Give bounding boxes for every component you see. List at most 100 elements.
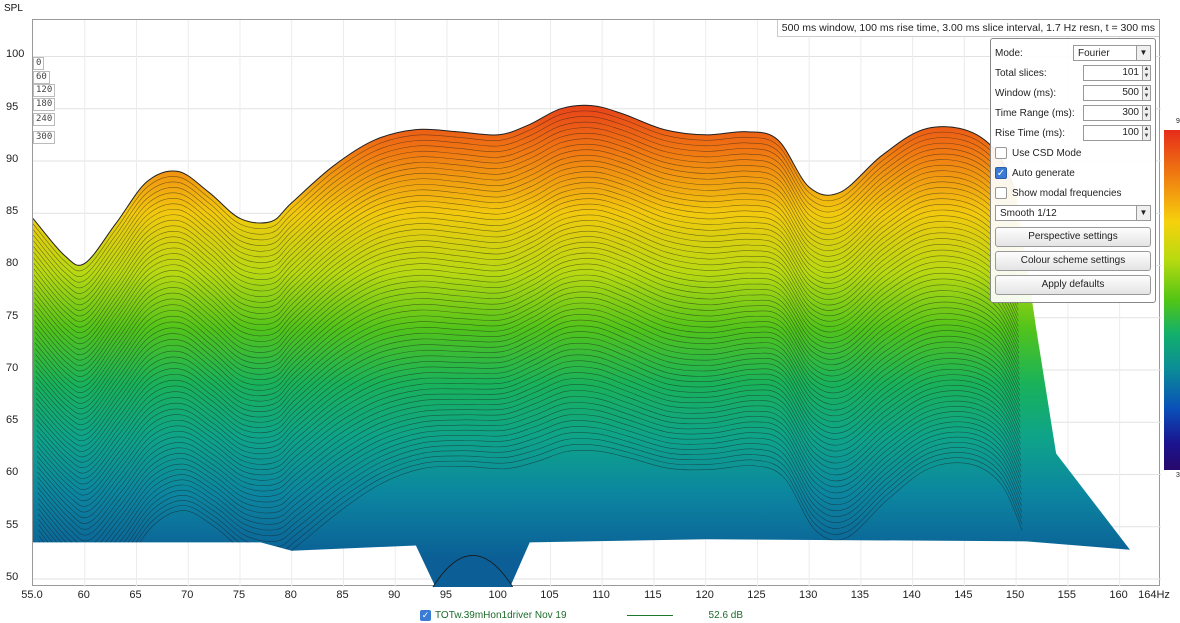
slice-line: [37, 384, 1022, 542]
total-slices-label: Total slices:: [995, 67, 1047, 79]
slice-line: [33, 143, 1018, 306]
slice-line: [36, 342, 1021, 502]
x-tick-label: 70: [181, 589, 194, 601]
slice-line: [33, 149, 1018, 311]
waterfall-surface: [33, 20, 1161, 587]
chevron-down-icon: ▼: [1136, 46, 1150, 60]
slice-line: [37, 390, 1022, 548]
slice-line: [33, 132, 1017, 294]
slice-line: [34, 176, 1018, 339]
slice-line: [38, 438, 1023, 587]
chevron-down-icon: ▼: [1136, 206, 1150, 220]
time-range-stepper[interactable]: ▲ ▼: [1143, 105, 1151, 121]
smoothing-select[interactable]: Smooth 1/12 ▼: [995, 205, 1151, 221]
y-tick-label: 60: [6, 466, 19, 479]
slice-line: [33, 138, 1017, 300]
y-tick-label: 50: [6, 570, 19, 583]
y-tick-label: 95: [6, 100, 19, 113]
rise-time-stepper[interactable]: ▲ ▼: [1143, 125, 1151, 141]
time-range-input[interactable]: 300: [1083, 105, 1143, 121]
x-tick-label: 150: [1005, 589, 1025, 601]
slice-line: [33, 110, 1017, 272]
x-tick-label: 95: [439, 589, 453, 601]
x-tick-label: 125: [747, 589, 766, 601]
slice-line: [38, 426, 1022, 583]
apply-defaults-button[interactable]: Apply defaults: [995, 275, 1151, 295]
legend-series-name: TOTw.39mHon1driver Nov 19: [435, 609, 567, 621]
slice-line: [35, 274, 1020, 436]
slice-line: [35, 230, 1019, 393]
slice-line: [37, 354, 1021, 513]
colour-scale-top: 9: [1176, 118, 1180, 125]
waterfall-plot[interactable]: 500 ms window, 100 ms rise time, 3.00 ms…: [32, 19, 1161, 587]
x-tick-label: 60: [77, 589, 90, 601]
window-stepper[interactable]: ▲ ▼: [1143, 85, 1151, 101]
mode-select[interactable]: Fourier ▼: [1073, 45, 1151, 61]
slice-line: [33, 160, 1018, 322]
x-tick-label: 140: [902, 589, 921, 601]
slice-line: [35, 252, 1020, 415]
window-input[interactable]: 500: [1083, 85, 1143, 101]
slice-line: [36, 297, 1020, 458]
slice-line: [36, 319, 1021, 479]
y-tick-label: 100: [6, 48, 25, 61]
perspective-settings-button[interactable]: Perspective settings: [995, 227, 1151, 247]
slice-line: [34, 225, 1019, 388]
total-slices-input[interactable]: 101: [1083, 65, 1143, 81]
use-csd-checkbox[interactable]: [995, 147, 1007, 159]
slice-line: [33, 171, 1018, 334]
y-tick-label: 75: [6, 309, 19, 322]
slice-line: [37, 372, 1022, 530]
window-label: Window (ms):: [995, 87, 1057, 99]
mode-value: Fourier: [1078, 47, 1110, 59]
x-tick-label: 115: [644, 589, 662, 601]
low-dome-region: [432, 555, 514, 587]
x-tick-label: 75: [232, 589, 246, 601]
slice-line: [37, 366, 1021, 524]
time-tick-label: 300: [33, 131, 56, 144]
auto-generate-checkbox[interactable]: ✓: [995, 167, 1007, 179]
x-tick-label: 90: [388, 589, 401, 601]
slice-line: [34, 187, 1018, 350]
slice-line: [34, 220, 1019, 383]
slice-line: [36, 337, 1021, 496]
use-csd-label: Use CSD Mode: [1012, 147, 1082, 159]
x-tick-label: 65: [129, 589, 142, 601]
slice-line: [35, 269, 1020, 431]
slice-line: [36, 308, 1021, 469]
x-tick-label: 110: [592, 589, 610, 601]
mode-label: Mode:: [995, 47, 1023, 59]
slice-line: [37, 396, 1022, 554]
rise-time-input[interactable]: 100: [1083, 125, 1143, 141]
slice-line: [33, 165, 1018, 328]
x-tick-label: 80: [284, 589, 297, 601]
slice-line: [36, 291, 1020, 452]
slice-line: [35, 263, 1020, 426]
slice-line: [36, 314, 1021, 474]
slice-line: [33, 127, 1017, 289]
time-tick-label: 240: [33, 113, 56, 126]
slice-line: [36, 325, 1021, 485]
slice-line: [38, 432, 1023, 587]
waterfall-controls-panel: Mode: Fourier ▼ Total slices: 101 ▲ ▼ Win…: [990, 38, 1156, 303]
y-tick-label: 65: [6, 414, 19, 427]
y-tick-label: 70: [6, 361, 19, 374]
slice-line: [33, 116, 1017, 277]
x-tick-label: 85: [336, 589, 349, 601]
slice-line: [35, 285, 1020, 447]
show-modal-checkbox[interactable]: [995, 187, 1007, 199]
legend[interactable]: ✓ TOTw.39mHon1driver Nov 19 52.6 dB: [420, 608, 743, 622]
y-tick-label: 90: [6, 152, 19, 165]
x-tick-label: 155: [1057, 589, 1077, 601]
colour-scale-bar: [1164, 130, 1180, 470]
y-tick-label: 55: [6, 518, 19, 531]
show-modal-label: Show modal frequencies: [1012, 187, 1122, 199]
slice-line: [34, 214, 1019, 377]
x-tick-label: 145: [954, 589, 973, 601]
colour-scale-bottom: 3: [1176, 472, 1180, 479]
slice-line: [38, 408, 1022, 565]
colour-scheme-settings-button[interactable]: Colour scheme settings: [995, 251, 1151, 271]
total-slices-stepper[interactable]: ▲ ▼: [1143, 65, 1151, 81]
slice-line: [36, 331, 1021, 491]
legend-checkbox[interactable]: ✓: [420, 609, 431, 621]
